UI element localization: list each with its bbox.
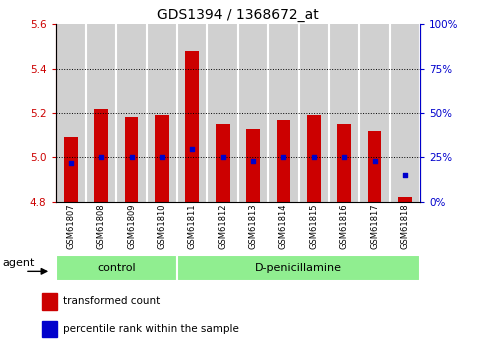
Point — [401, 172, 409, 178]
Point — [341, 155, 348, 160]
Bar — [42, 293, 57, 309]
Point — [158, 155, 166, 160]
Text: percentile rank within the sample: percentile rank within the sample — [63, 324, 239, 334]
Bar — [277, 120, 290, 202]
Bar — [398, 197, 412, 202]
Point — [371, 158, 379, 164]
Bar — [246, 129, 260, 202]
Bar — [56, 255, 177, 281]
Bar — [185, 51, 199, 202]
Point — [188, 146, 196, 151]
Bar — [155, 115, 169, 202]
Bar — [42, 321, 57, 337]
Point — [280, 155, 287, 160]
Text: D-penicillamine: D-penicillamine — [255, 263, 342, 273]
Title: GDS1394 / 1368672_at: GDS1394 / 1368672_at — [157, 8, 319, 22]
Bar — [177, 255, 420, 281]
Point — [97, 155, 105, 160]
Point — [310, 155, 318, 160]
Text: control: control — [97, 263, 136, 273]
Bar — [64, 137, 78, 202]
Bar — [338, 124, 351, 202]
Text: transformed count: transformed count — [63, 296, 160, 306]
Bar — [94, 109, 108, 202]
Bar — [216, 124, 229, 202]
Bar — [307, 115, 321, 202]
Point — [219, 155, 227, 160]
Text: agent: agent — [3, 258, 35, 267]
Point — [128, 155, 135, 160]
Bar — [125, 117, 138, 202]
Point — [67, 160, 74, 166]
Point — [249, 158, 257, 164]
Bar — [368, 131, 382, 202]
